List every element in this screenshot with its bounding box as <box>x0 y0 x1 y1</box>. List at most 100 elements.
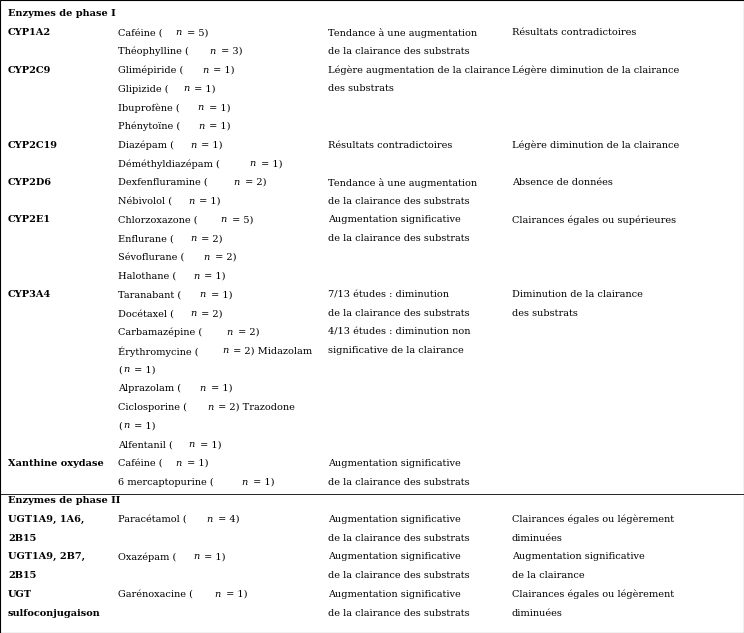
Text: Diazépam (: Diazépam ( <box>118 141 174 150</box>
Text: = 1): = 1) <box>208 384 232 393</box>
Text: Alfentanil (: Alfentanil ( <box>118 440 173 449</box>
Text: = 1): = 1) <box>250 477 274 487</box>
Text: Augmentation significative: Augmentation significative <box>328 215 461 225</box>
Text: CYP2C9: CYP2C9 <box>8 66 51 75</box>
Text: diminuées: diminuées <box>512 534 563 542</box>
Text: Érythromycine (: Érythromycine ( <box>118 346 199 357</box>
Text: n: n <box>199 384 205 393</box>
Text: Chlorzoxazone (: Chlorzoxazone ( <box>118 215 198 225</box>
Text: 7/13 études : diminution: 7/13 études : diminution <box>328 291 449 299</box>
Text: = 1): = 1) <box>206 122 231 131</box>
Text: de la clairance des substrats: de la clairance des substrats <box>328 571 469 580</box>
Text: = 3): = 3) <box>217 47 242 56</box>
Text: des substrats: des substrats <box>512 309 578 318</box>
Text: (: ( <box>118 422 122 430</box>
Text: significative de la clairance: significative de la clairance <box>328 346 464 356</box>
Text: Enzymes de phase I: Enzymes de phase I <box>8 9 116 18</box>
Text: Paracétamol (: Paracétamol ( <box>118 515 187 524</box>
Text: n: n <box>198 103 204 112</box>
Text: Taranabant (: Taranabant ( <box>118 291 182 299</box>
Text: Légère augmentation de la clairance: Légère augmentation de la clairance <box>328 66 510 75</box>
Text: Nébivolol (: Nébivolol ( <box>118 197 172 206</box>
Text: = 1): = 1) <box>211 66 235 75</box>
Text: Enflurane (: Enflurane ( <box>118 234 174 243</box>
Text: Tendance à une augmentation: Tendance à une augmentation <box>328 28 477 38</box>
Text: = 2) Trazodone: = 2) Trazodone <box>215 403 295 411</box>
Text: n: n <box>193 272 199 280</box>
Text: Halothane (: Halothane ( <box>118 272 176 280</box>
Text: CYP2D6: CYP2D6 <box>8 178 52 187</box>
Text: Diminution de la clairance: Diminution de la clairance <box>512 291 643 299</box>
Text: = 1): = 1) <box>208 291 232 299</box>
Text: de la clairance des substrats: de la clairance des substrats <box>328 197 469 206</box>
Text: n: n <box>234 178 240 187</box>
Text: n: n <box>242 477 248 487</box>
Text: CYP3A4: CYP3A4 <box>8 291 51 299</box>
Text: 2B15: 2B15 <box>8 571 36 580</box>
Text: de la clairance des substrats: de la clairance des substrats <box>328 47 469 56</box>
Text: de la clairance des substrats: de la clairance des substrats <box>328 234 469 243</box>
Text: n: n <box>199 122 205 131</box>
Text: 2B15: 2B15 <box>8 534 36 542</box>
Text: = 1): = 1) <box>202 553 226 561</box>
Text: = 1): = 1) <box>191 84 216 94</box>
Text: Déméthyldiazépam (: Déméthyldiazépam ( <box>118 160 220 169</box>
Text: Clairances égales ou supérieures: Clairances égales ou supérieures <box>512 215 676 225</box>
Text: CYP2E1: CYP2E1 <box>8 215 51 225</box>
Text: de la clairance: de la clairance <box>512 571 585 580</box>
Text: de la clairance des substrats: de la clairance des substrats <box>328 608 469 618</box>
Text: Sévoflurane (: Sévoflurane ( <box>118 253 185 262</box>
Text: = 2): = 2) <box>242 178 266 187</box>
Text: n: n <box>222 346 228 356</box>
Text: Caféine (: Caféine ( <box>118 459 163 468</box>
Text: n: n <box>183 84 190 94</box>
Text: n: n <box>215 590 221 599</box>
Text: = 2): = 2) <box>212 253 236 262</box>
Text: Augmentation significative: Augmentation significative <box>328 515 461 524</box>
Text: des substrats: des substrats <box>328 84 394 94</box>
Text: n: n <box>204 253 210 262</box>
Text: Augmentation significative: Augmentation significative <box>328 553 461 561</box>
Text: n: n <box>176 28 182 37</box>
Text: n: n <box>176 459 182 468</box>
Text: n: n <box>190 309 196 318</box>
Text: n: n <box>190 141 196 149</box>
Text: = 1): = 1) <box>196 197 220 206</box>
Text: UGT1A9, 1A6,: UGT1A9, 1A6, <box>8 515 84 524</box>
Text: Enzymes de phase II: Enzymes de phase II <box>8 496 121 505</box>
Text: Caféine (: Caféine ( <box>118 28 163 37</box>
Text: UGT1A9, 2B7,: UGT1A9, 2B7, <box>8 553 85 561</box>
Text: n: n <box>207 515 213 524</box>
Text: n: n <box>202 66 208 75</box>
Text: n: n <box>123 422 129 430</box>
Text: Ciclosporine (: Ciclosporine ( <box>118 403 187 412</box>
Text: Phénytoïne (: Phénytoïne ( <box>118 122 180 131</box>
Text: de la clairance des substrats: de la clairance des substrats <box>328 477 469 487</box>
Text: Résultats contradictoires: Résultats contradictoires <box>328 141 452 149</box>
Text: (: ( <box>118 365 122 374</box>
Text: Carbamazépine (: Carbamazépine ( <box>118 328 202 337</box>
Text: n: n <box>199 291 206 299</box>
Text: diminuées: diminuées <box>512 608 563 618</box>
Text: = 1): = 1) <box>201 272 225 280</box>
Text: n: n <box>123 365 129 374</box>
Text: = 1): = 1) <box>184 459 208 468</box>
Text: Augmentation significative: Augmentation significative <box>328 459 461 468</box>
Text: n: n <box>207 403 214 411</box>
Text: Glimépiride (: Glimépiride ( <box>118 66 183 75</box>
Text: = 4): = 4) <box>215 515 240 524</box>
Text: sulfoconjugaison: sulfoconjugaison <box>8 608 100 618</box>
Text: = 2): = 2) <box>199 309 222 318</box>
Text: n: n <box>210 47 216 56</box>
Text: Augmentation significative: Augmentation significative <box>328 590 461 599</box>
Text: Légère diminution de la clairance: Légère diminution de la clairance <box>512 141 679 150</box>
Text: Docétaxel (: Docétaxel ( <box>118 309 174 318</box>
Text: Dexfenfluramine (: Dexfenfluramine ( <box>118 178 208 187</box>
Text: = 1): = 1) <box>199 141 222 149</box>
Text: Alprazolam (: Alprazolam ( <box>118 384 181 393</box>
Text: de la clairance des substrats: de la clairance des substrats <box>328 534 469 542</box>
Text: = 1): = 1) <box>257 160 282 168</box>
Text: Xanthine oxydase: Xanthine oxydase <box>8 459 103 468</box>
Text: UGT: UGT <box>8 590 32 599</box>
Text: n: n <box>190 234 196 243</box>
